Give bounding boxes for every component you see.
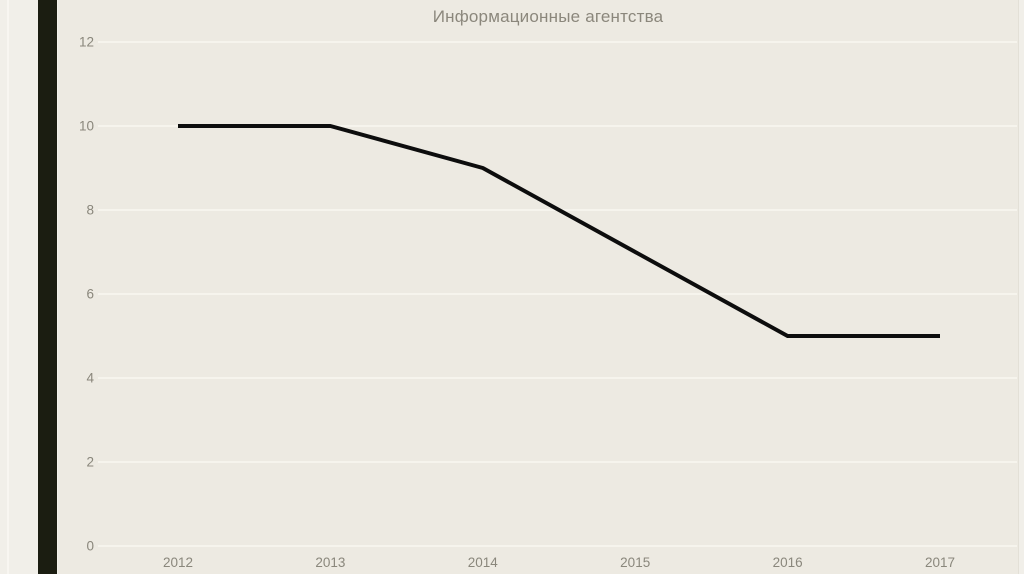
x-tick-label: 2017 [925,555,955,570]
x-tick-label: 2016 [773,555,803,570]
x-tick-label: 2012 [163,555,193,570]
left-strip-highlight-line [7,0,9,574]
y-tick-label: 0 [86,539,94,554]
vertical-accent-bar [38,0,58,574]
y-tick-label: 12 [79,35,94,50]
y-tick-label: 8 [86,203,94,218]
x-tick-label: 2015 [620,555,650,570]
y-tick-label: 4 [86,371,94,386]
data-series-line [178,124,940,338]
x-tick-label: 2013 [315,555,345,570]
x-tick-label: 2014 [468,555,499,570]
y-tick-label: 2 [86,455,94,470]
y-tick-label: 6 [86,287,94,302]
y-tick-label: 10 [79,119,94,134]
chart-title: Информационные агентства [432,7,664,26]
right-margin-strip [1018,0,1024,574]
